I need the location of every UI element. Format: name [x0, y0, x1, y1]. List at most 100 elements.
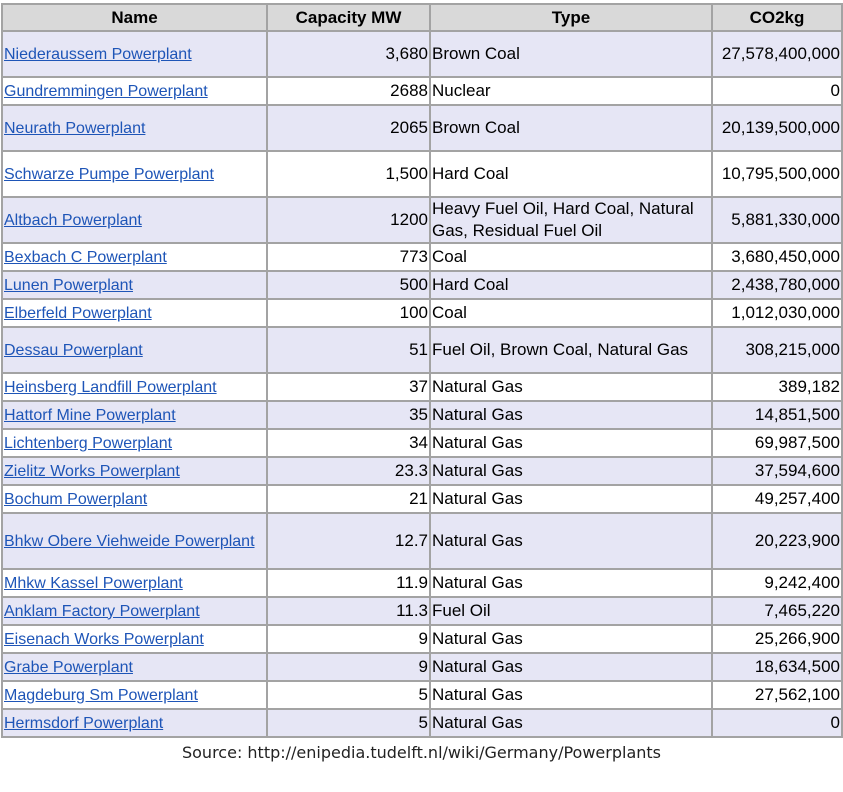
- table-row: Bexbach C Powerplant 773 Coal 3,680,450,000: [1, 242, 843, 272]
- powerplant-link[interactable]: Heinsberg Landfill Powerplant: [4, 378, 217, 396]
- type-cell: Natural Gas: [429, 400, 713, 430]
- name-cell: Neurath Powerplant: [1, 104, 268, 152]
- type-cell: Fuel Oil: [429, 596, 713, 626]
- name-cell: Heinsberg Landfill Powerplant: [1, 372, 268, 402]
- type-cell: Natural Gas: [429, 372, 713, 402]
- table-row: Grabe Powerplant 9 Natural Gas 18,634,500: [1, 652, 843, 682]
- powerplant-link[interactable]: Niederaussem Powerplant: [4, 45, 192, 63]
- powerplant-link[interactable]: Lichtenberg Powerplant: [4, 434, 173, 452]
- powerplant-link[interactable]: Gundremmingen Powerplant: [4, 82, 208, 100]
- table-row: Neurath Powerplant 2065 Brown Coal 20,139,5…: [1, 104, 843, 152]
- capacity-cell: 9: [266, 624, 431, 654]
- name-cell: Eisenach Works Powerplant: [1, 624, 268, 654]
- type-cell: Natural Gas: [429, 568, 713, 598]
- capacity-cell: 5: [266, 708, 431, 738]
- column-header-capacity: Capacity MW: [266, 3, 431, 32]
- powerplant-link[interactable]: Bhkw Obere Viehweide Powerplant: [4, 532, 255, 550]
- type-cell: Hard Coal: [429, 150, 713, 198]
- column-header-co2: CO2kg: [711, 3, 843, 32]
- capacity-cell: 37: [266, 372, 431, 402]
- table-row: Bhkw Obere Viehweide Powerplant 12.7 Natur…: [1, 512, 843, 570]
- type-cell: Natural Gas: [429, 456, 713, 486]
- column-header-name: Name: [1, 3, 268, 32]
- powerplant-link[interactable]: Magdeburg Sm Powerplant: [4, 686, 198, 704]
- type-cell: Brown Coal: [429, 30, 713, 78]
- co2-cell: 69,987,500: [711, 428, 843, 458]
- header-row: Name Capacity MW Type CO2kg: [1, 3, 843, 32]
- powerplant-link[interactable]: Hattorf Mine Powerplant: [4, 406, 176, 424]
- capacity-cell: 11.9: [266, 568, 431, 598]
- type-cell: Natural Gas: [429, 512, 713, 570]
- name-cell: Gundremmingen Powerplant: [1, 76, 268, 106]
- table-row: Lunen Powerplant 500 Hard Coal 2,438,780,00…: [1, 270, 843, 300]
- powerplant-link[interactable]: Altbach Powerplant: [4, 211, 142, 229]
- powerplants-table: Name Capacity MW Type CO2kg Niederaussem…: [1, 3, 843, 738]
- capacity-cell: 5: [266, 680, 431, 710]
- co2-cell: 3,680,450,000: [711, 242, 843, 272]
- powerplant-link[interactable]: Bexbach C Powerplant: [4, 248, 167, 266]
- powerplant-link[interactable]: Neurath Powerplant: [4, 119, 146, 137]
- co2-cell: 0: [711, 76, 843, 106]
- co2-cell: 25,266,900: [711, 624, 843, 654]
- capacity-cell: 500: [266, 270, 431, 300]
- name-cell: Zielitz Works Powerplant: [1, 456, 268, 486]
- capacity-cell: 773: [266, 242, 431, 272]
- capacity-cell: 51: [266, 326, 431, 374]
- type-cell: Nuclear: [429, 76, 713, 106]
- capacity-cell: 21: [266, 484, 431, 514]
- capacity-cell: 34: [266, 428, 431, 458]
- table-row: Eisenach Works Powerplant 9 Natural Gas 25,…: [1, 624, 843, 654]
- co2-cell: 5,881,330,000: [711, 196, 843, 244]
- name-cell: Lichtenberg Powerplant: [1, 428, 268, 458]
- co2-cell: 10,795,500,000: [711, 150, 843, 198]
- co2-cell: 9,242,400: [711, 568, 843, 598]
- name-cell: Bochum Powerplant: [1, 484, 268, 514]
- powerplant-link[interactable]: Schwarze Pumpe Powerplant: [4, 165, 214, 183]
- co2-cell: 20,139,500,000: [711, 104, 843, 152]
- powerplant-link[interactable]: Zielitz Works Powerplant: [4, 462, 180, 480]
- co2-cell: 20,223,900: [711, 512, 843, 570]
- powerplant-link[interactable]: Lunen Powerplant: [4, 276, 133, 294]
- type-cell: Natural Gas: [429, 652, 713, 682]
- powerplant-link[interactable]: Hermsdorf Powerplant: [4, 714, 164, 732]
- capacity-cell: 12.7: [266, 512, 431, 570]
- name-cell: Niederaussem Powerplant: [1, 30, 268, 78]
- table-row: Niederaussem Powerplant 3,680 Brown Coal 27…: [1, 30, 843, 78]
- name-cell: Lunen Powerplant: [1, 270, 268, 300]
- type-cell: Natural Gas: [429, 680, 713, 710]
- table-row: Anklam Factory Powerplant 11.3 Fuel Oil 7,4…: [1, 596, 843, 626]
- name-cell: Grabe Powerplant: [1, 652, 268, 682]
- table-row: Lichtenberg Powerplant 34 Natural Gas 69,98…: [1, 428, 843, 458]
- type-cell: Fuel Oil, Brown Coal, Natural Gas: [429, 326, 713, 374]
- co2-cell: 2,438,780,000: [711, 270, 843, 300]
- capacity-cell: 1,500: [266, 150, 431, 198]
- name-cell: Hattorf Mine Powerplant: [1, 400, 268, 430]
- type-cell: Coal: [429, 298, 713, 328]
- powerplant-link[interactable]: Anklam Factory Powerplant: [4, 602, 200, 620]
- table-row: Hermsdorf Powerplant 5 Natural Gas 0: [1, 708, 843, 738]
- powerplant-link[interactable]: Bochum Powerplant: [4, 490, 148, 508]
- name-cell: Hermsdorf Powerplant: [1, 708, 268, 738]
- powerplant-link[interactable]: Eisenach Works Powerplant: [4, 630, 204, 648]
- powerplant-link[interactable]: Dessau Powerplant: [4, 341, 143, 359]
- column-header-type: Type: [429, 3, 713, 32]
- type-cell: Heavy Fuel Oil, Hard Coal, Natural Gas, …: [429, 196, 713, 244]
- co2-cell: 27,562,100: [711, 680, 843, 710]
- capacity-cell: 23.3: [266, 456, 431, 486]
- powerplant-link[interactable]: Elberfeld Powerplant: [4, 304, 152, 322]
- table-row: Dessau Powerplant 51 Fuel Oil, Brown Coal,…: [1, 326, 843, 374]
- capacity-cell: 3,680: [266, 30, 431, 78]
- powerplant-link[interactable]: Grabe Powerplant: [4, 658, 133, 676]
- co2-cell: 389,182: [711, 372, 843, 402]
- name-cell: Anklam Factory Powerplant: [1, 596, 268, 626]
- source-caption: Source: http://enipedia.tudelft.nl/wiki/…: [181, 743, 661, 762]
- type-cell: Natural Gas: [429, 624, 713, 654]
- co2-cell: 27,578,400,000: [711, 30, 843, 78]
- powerplant-link[interactable]: Mhkw Kassel Powerplant: [4, 574, 183, 592]
- co2-cell: 49,257,400: [711, 484, 843, 514]
- name-cell: Altbach Powerplant: [1, 196, 268, 244]
- table-row: Hattorf Mine Powerplant 35 Natural Gas 14,8…: [1, 400, 843, 430]
- table-row: Altbach Powerplant 1200 Heavy Fuel Oil, Ha…: [1, 196, 843, 244]
- table-row: Zielitz Works Powerplant 23.3 Natural Gas 3…: [1, 456, 843, 486]
- co2-cell: 0: [711, 708, 843, 738]
